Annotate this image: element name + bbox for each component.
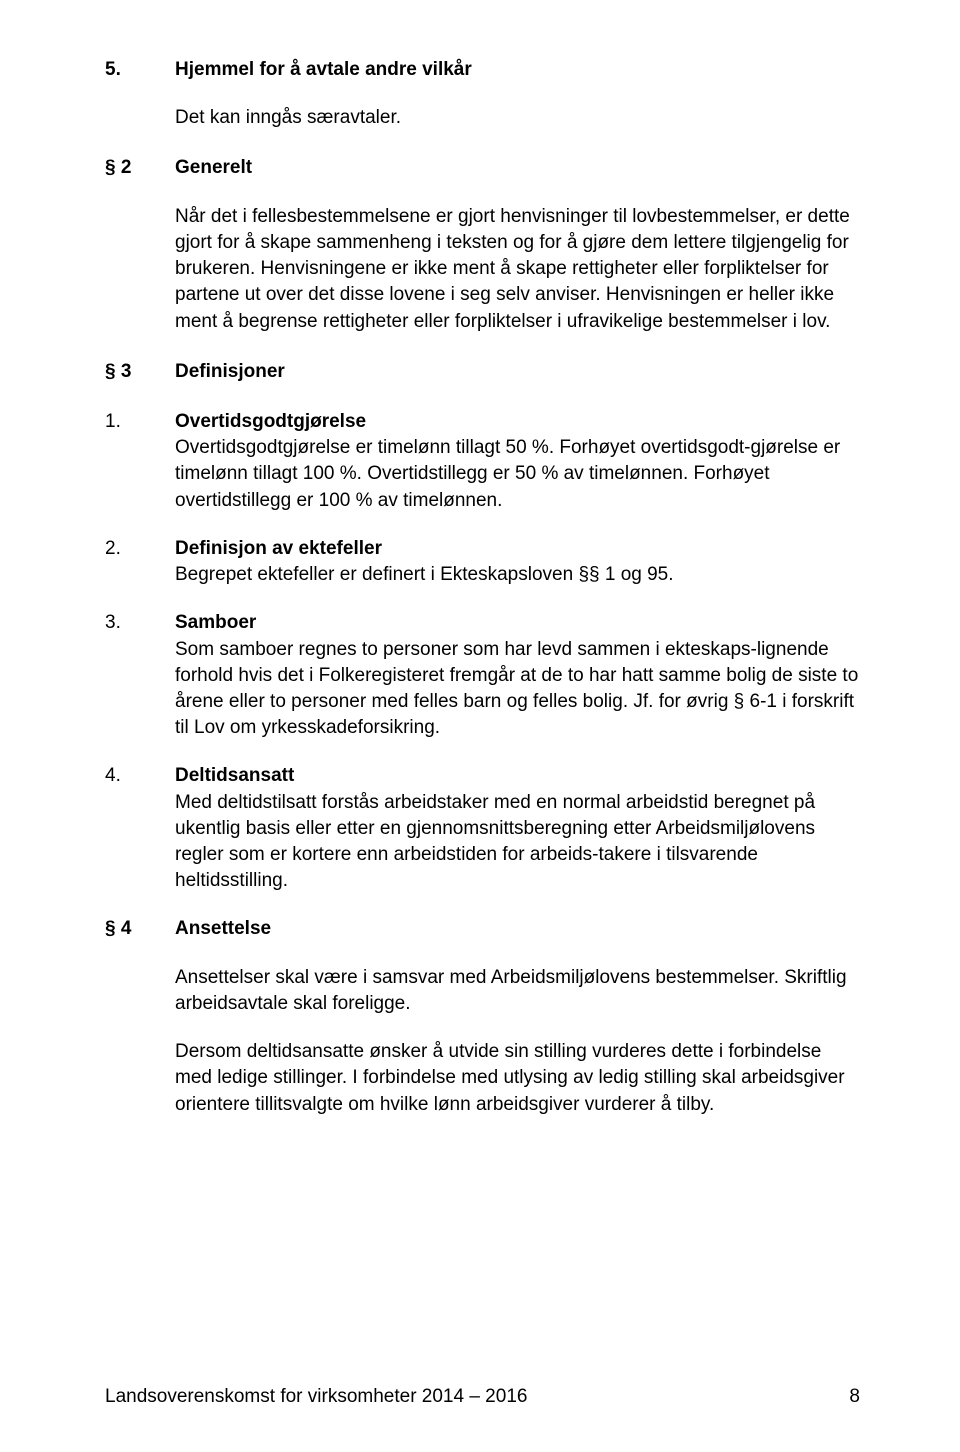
item3-body: Som samboer regnes to personer som har l…	[175, 637, 860, 742]
footer-page: 8	[849, 1384, 860, 1410]
item4-head: Deltidsansatt	[175, 763, 860, 789]
sec5-num: 5.	[105, 57, 175, 83]
sec2-num: § 2	[105, 155, 175, 181]
sec5-title: Hjemmel for å avtale andre vilkår	[175, 57, 860, 83]
footer-left: Landsoverenskomst for virksomheter 2014 …	[105, 1384, 527, 1410]
item2-num: 2.	[105, 536, 175, 588]
sec4-title: Ansettelse	[175, 916, 860, 942]
sec2-body: Når det i fellesbestemmelsene er gjort h…	[175, 204, 860, 335]
sec3-num: § 3	[105, 359, 175, 385]
sec4-num: § 4	[105, 916, 175, 942]
item4-num: 4.	[105, 763, 175, 894]
item3-num: 3.	[105, 610, 175, 741]
item1-head: Overtidsgodtgjørelse	[175, 409, 860, 435]
sec3-title: Definisjoner	[175, 359, 860, 385]
item1-num: 1.	[105, 409, 175, 514]
item4-body: Med deltidstilsatt forstås arbeidstaker …	[175, 790, 860, 895]
item3-head: Samboer	[175, 610, 860, 636]
sec5-body: Det kan inngås særavtaler.	[175, 105, 860, 131]
sec4-p1: Ansettelser skal være i samsvar med Arbe…	[175, 965, 860, 1017]
sec2-title: Generelt	[175, 155, 860, 181]
sec4-p2: Dersom deltidsansatte ønsker å utvide si…	[175, 1039, 860, 1118]
item2-head: Definisjon av ektefeller	[175, 536, 860, 562]
item1-body: Overtidsgodtgjørelse er timelønn tillagt…	[175, 435, 860, 514]
item2-body: Begrepet ektefeller er definert i Ektesk…	[175, 562, 860, 588]
